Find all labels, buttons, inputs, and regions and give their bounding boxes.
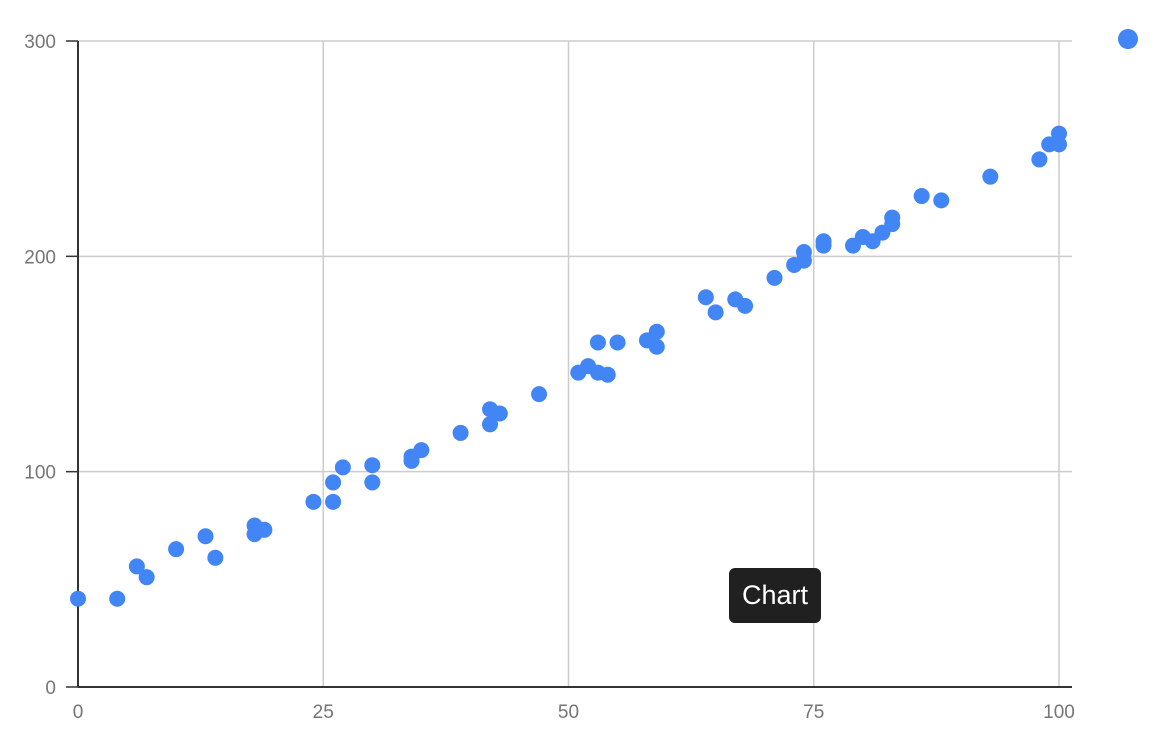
y-tick-label: 0: [45, 678, 56, 699]
data-point: [138, 569, 155, 586]
data-point: [707, 304, 724, 321]
gridlines: [78, 40, 1072, 687]
data-point: [884, 209, 901, 226]
data-point: [737, 297, 754, 314]
data-point: [325, 493, 342, 510]
data-point: [815, 233, 832, 250]
axes: [66, 40, 1072, 688]
y-tick-label: 300: [24, 32, 56, 53]
data-point: [697, 289, 714, 306]
x-tick-label: 0: [73, 702, 84, 723]
data-point: [256, 521, 273, 538]
data-point: [305, 493, 322, 510]
data-point: [325, 474, 342, 491]
data-point: [766, 269, 783, 286]
data-point: [482, 416, 499, 433]
data-point: [168, 541, 185, 558]
legend-marker: [1118, 29, 1138, 49]
data-point: [648, 338, 665, 355]
y-tick-label: 200: [24, 247, 56, 268]
data-point: [413, 442, 430, 459]
x-tick-label: 25: [313, 702, 334, 723]
x-tick-label: 75: [803, 702, 824, 723]
data-point: [364, 474, 381, 491]
data-point: [70, 590, 86, 607]
data-point: [982, 168, 999, 185]
data-point: [531, 386, 548, 403]
data-point: [452, 424, 469, 441]
data-point: [913, 188, 930, 205]
data-point: [197, 528, 214, 545]
data-point: [364, 457, 381, 474]
data-point: [795, 244, 812, 261]
data-point: [589, 334, 606, 351]
data-point: [207, 549, 224, 566]
data-point: [128, 558, 145, 575]
tick-labels: 0 100 200 300 0 25 50 75 100: [24, 32, 1075, 723]
data-point: [1031, 151, 1048, 168]
chart-tooltip: Chart: [729, 568, 821, 623]
data-point: [334, 459, 351, 476]
data-point: [403, 452, 420, 469]
y-tick-label: 100: [24, 463, 56, 484]
data-point: [648, 323, 665, 340]
data-point: [1051, 136, 1067, 153]
x-tick-label: 100: [1043, 702, 1075, 723]
data-point: [599, 366, 616, 383]
data-point: [933, 192, 950, 209]
data-points: [70, 125, 1067, 607]
x-tick-label: 50: [558, 702, 579, 723]
data-point: [109, 590, 126, 607]
data-point: [491, 405, 508, 422]
data-point: [609, 334, 626, 351]
